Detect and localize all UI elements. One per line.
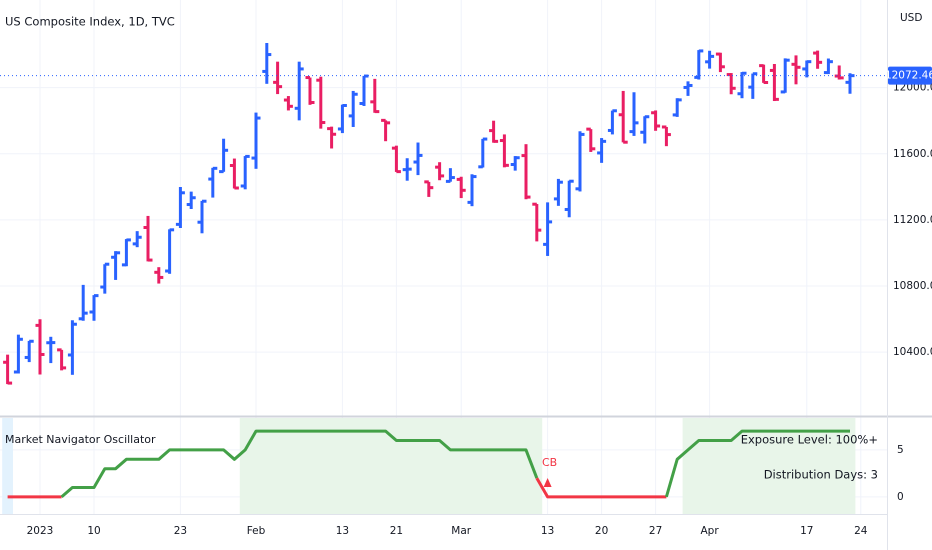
last-price-tag bbox=[888, 66, 932, 85]
x-tick-label: 17 bbox=[800, 525, 813, 537]
annotation-marker bbox=[543, 478, 552, 487]
x-tick-label: Mar bbox=[451, 525, 471, 537]
state-region bbox=[682, 418, 856, 514]
x-tick-label: Apr bbox=[701, 525, 720, 537]
oscillator-title: Market Navigator Oscillator bbox=[5, 433, 156, 446]
x-tick-label: 24 bbox=[854, 525, 868, 537]
currency-label: USD bbox=[900, 12, 922, 24]
oscillator-line bbox=[664, 429, 850, 498]
state-region bbox=[2, 418, 13, 514]
x-tick-label: 13 bbox=[336, 525, 349, 537]
status-label: Exposure Level: 100%+ bbox=[741, 433, 878, 447]
oscillator-line bbox=[60, 429, 539, 498]
x-tick-label: 10 bbox=[87, 525, 100, 537]
last-price-label: 12072.46 bbox=[885, 70, 932, 82]
y-tick-label: 11200.00 bbox=[893, 214, 932, 226]
x-tick-label: 21 bbox=[390, 525, 403, 537]
oscillator-line bbox=[535, 477, 667, 499]
y-tick-label: 10400.00 bbox=[893, 346, 932, 358]
y-tick-label: 5 bbox=[897, 444, 904, 456]
x-tick-label: 23 bbox=[174, 525, 187, 537]
x-tick-label: 20 bbox=[595, 525, 608, 537]
y-tick-label: 10800.00 bbox=[893, 280, 932, 292]
x-tick-label: 13 bbox=[541, 525, 554, 537]
mark-layer bbox=[0, 42, 887, 499]
annotation-label: CB bbox=[542, 456, 557, 469]
x-tick-label: 2023 bbox=[27, 525, 54, 537]
chart-title: US Composite Index, 1D, TVC bbox=[5, 15, 175, 29]
status-label: Distribution Days: 3 bbox=[764, 468, 878, 482]
label-layer: 2023 10 23 Feb 13 21 Mar 13 20 27 Apr 17 24 10400.00 1… bbox=[27, 66, 932, 537]
y-tick-label: 0 bbox=[897, 491, 904, 503]
y-tick-label: 11600.00 bbox=[893, 148, 932, 160]
x-tick-label: Feb bbox=[247, 525, 266, 537]
x-tick-label: 27 bbox=[649, 525, 662, 537]
